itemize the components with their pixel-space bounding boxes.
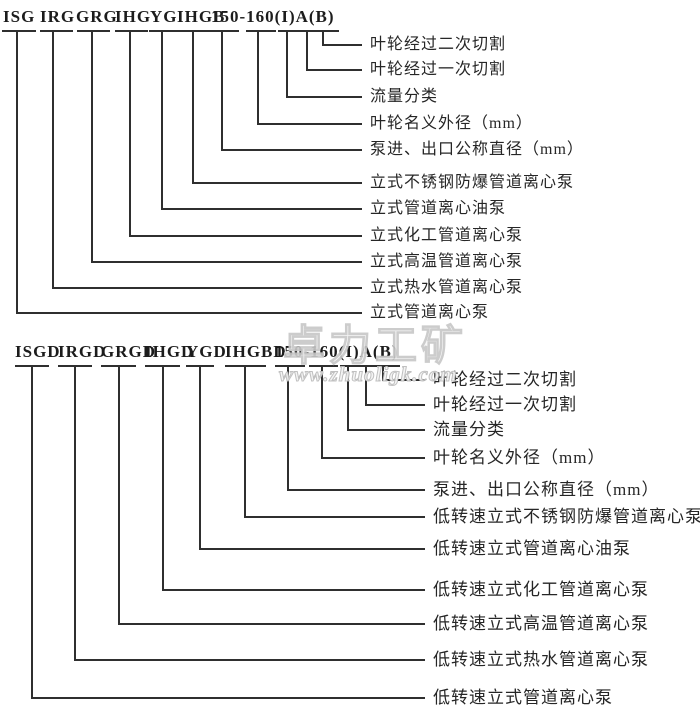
model-code-grgd: GRGD <box>101 342 156 361</box>
bottom-diagram-lines <box>15 365 425 699</box>
label-inlet-outlet-diameter: 泵进、出口公称直径（mm） <box>370 141 584 158</box>
label-low-speed-hot-water-pump: 低转速立式热水管道离心泵 <box>433 650 649 669</box>
connector-line <box>321 366 425 459</box>
connector-line <box>192 31 362 184</box>
model-code-ihgbd: IHGBD <box>225 342 287 361</box>
label-high-temp-pump: 立式高温管道离心泵 <box>370 253 524 270</box>
connector-line <box>221 31 362 151</box>
connector-line <box>52 31 362 289</box>
label-low-speed-chemical-pump: 低转速立式化工管道离心泵 <box>433 580 649 599</box>
connector-line <box>322 31 362 46</box>
label-flow-classification: 流量分类 <box>370 88 439 105</box>
label-impeller-nominal-diameter: 叶轮名义外径（mm） <box>370 115 533 132</box>
label-inlet-outlet-diameter-ls: 泵进、出口公称直径（mm） <box>433 480 660 499</box>
connector-line <box>365 366 425 406</box>
label-hot-water-pump: 立式热水管道离心泵 <box>370 279 524 296</box>
label-impeller-nominal-diameter-ls: 叶轮名义外径（mm） <box>433 448 606 467</box>
model-code-grg: GRG <box>76 7 118 26</box>
connector-line <box>382 366 425 381</box>
connector-line <box>118 366 425 625</box>
connector-line <box>199 366 425 550</box>
connector-line <box>31 366 425 699</box>
model-code-yg: YG <box>150 7 178 26</box>
model-code-size-spec-low-speed: 150-160(I)A(B) <box>275 342 399 361</box>
label-impeller-cut-once-ls: 叶轮经过一次切割 <box>433 395 577 414</box>
connector-line <box>286 31 362 98</box>
model-code-ihg: IHG <box>115 7 152 26</box>
model-code-ihgb: IHGB <box>177 7 226 26</box>
connector-line <box>287 366 425 491</box>
model-code-isg: ISG <box>3 7 36 26</box>
connector-line <box>257 31 362 125</box>
label-chemical-pump: 立式化工管道离心泵 <box>370 227 524 244</box>
connector-line <box>74 366 425 661</box>
model-code-ihgd: IHGD <box>145 342 195 361</box>
connector-line <box>306 31 362 71</box>
connector-line <box>244 366 425 518</box>
label-low-speed-oil-pump: 低转速立式管道离心油泵 <box>433 539 631 558</box>
model-code-size-spec: 150-160(I)A(B) <box>211 7 335 26</box>
label-stainless-explosionproof-pump: 立式不锈钢防爆管道离心泵 <box>370 174 575 191</box>
connector-line <box>161 31 362 210</box>
label-pipeline-pump: 立式管道离心泵 <box>370 304 490 321</box>
label-low-speed-pipeline-pump: 低转速立式管道离心泵 <box>433 688 613 707</box>
label-impeller-cut-twice: 叶轮经过二次切割 <box>370 36 507 53</box>
label-low-speed-stainless-explosionproof-pump: 低转速立式不锈钢防爆管道离心泵 <box>433 507 700 526</box>
connector-line <box>129 31 362 237</box>
label-oil-pump: 立式管道离心油泵 <box>370 200 507 217</box>
model-code-ygd: YGD <box>186 342 227 361</box>
label-impeller-cut-twice-ls: 叶轮经过二次切割 <box>433 370 577 389</box>
top-diagram-lines <box>2 30 362 314</box>
connector-line <box>162 366 425 591</box>
model-code-isgd: ISGD <box>15 342 61 361</box>
connector-line <box>91 31 362 263</box>
connector-line <box>16 31 362 314</box>
label-impeller-cut-once: 叶轮经过一次切割 <box>370 61 507 78</box>
connector-line <box>347 366 425 431</box>
model-code-irg: IRG <box>40 7 76 26</box>
label-flow-classification-ls: 流量分类 <box>433 420 505 439</box>
model-code-irgd: IRGD <box>58 342 107 361</box>
label-low-speed-high-temp-pump: 低转速立式高温管道离心泵 <box>433 614 649 633</box>
